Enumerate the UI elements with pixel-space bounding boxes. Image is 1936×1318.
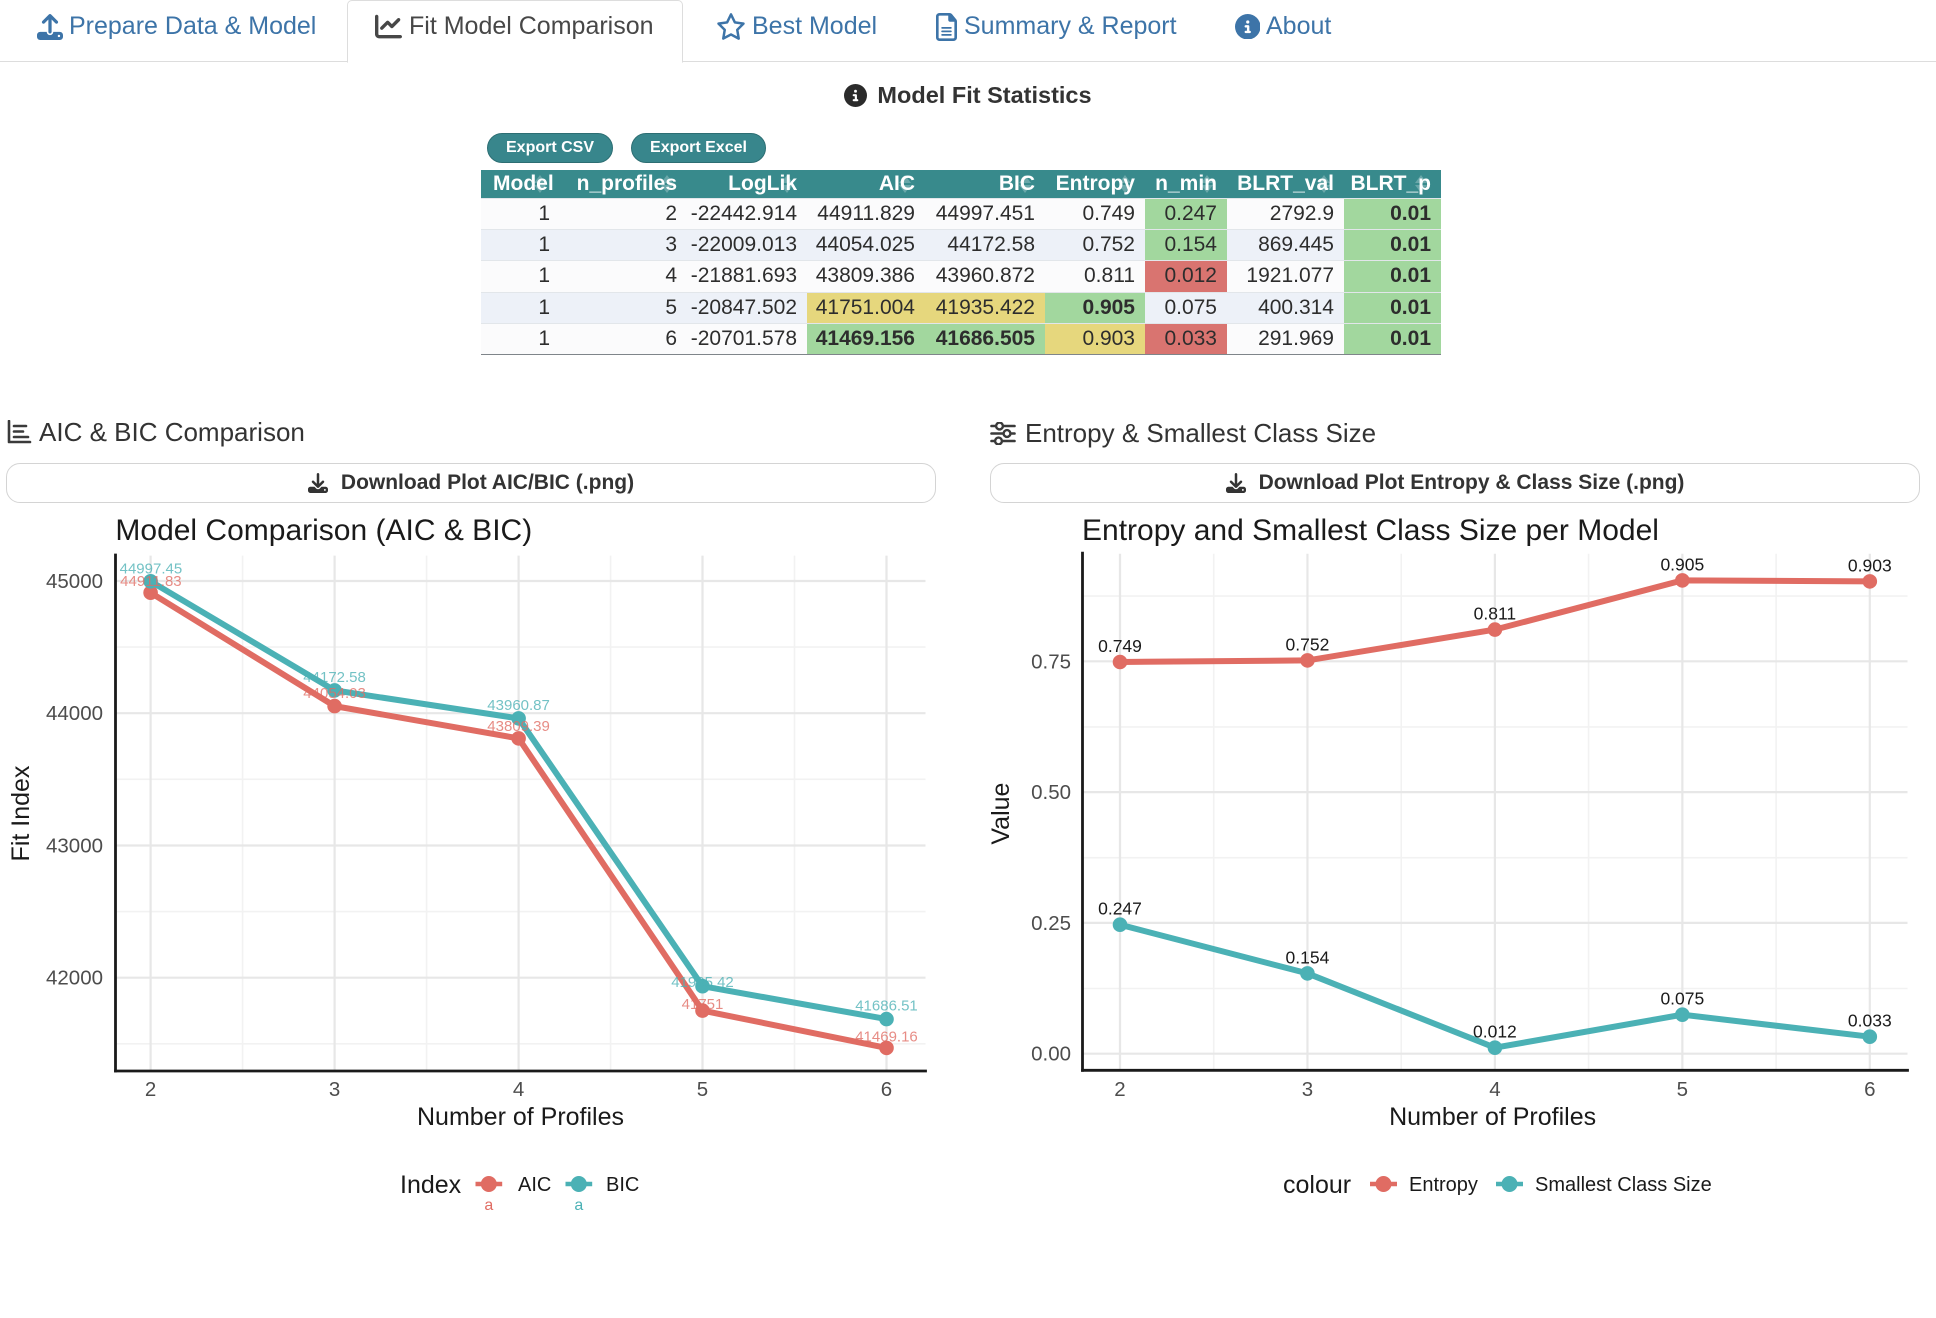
svg-text:BIC: BIC xyxy=(606,1174,639,1196)
svg-text:44000: 44000 xyxy=(46,702,103,725)
svg-text:0.50: 0.50 xyxy=(1031,781,1071,804)
svg-text:a: a xyxy=(484,1197,493,1214)
svg-text:Index: Index xyxy=(400,1171,462,1199)
svg-text:0.25: 0.25 xyxy=(1031,912,1071,935)
svg-text:0.012: 0.012 xyxy=(1473,1022,1517,1042)
svg-text:0.154: 0.154 xyxy=(1286,947,1330,967)
svg-text:0.00: 0.00 xyxy=(1031,1043,1071,1066)
svg-text:colour: colour xyxy=(1283,1171,1351,1199)
svg-text:5: 5 xyxy=(1677,1078,1688,1101)
svg-text:Number of Profiles: Number of Profiles xyxy=(1389,1103,1596,1131)
svg-text:41686.51: 41686.51 xyxy=(855,998,918,1015)
svg-text:44997.45: 44997.45 xyxy=(120,561,183,578)
svg-text:a: a xyxy=(574,1197,583,1214)
svg-text:41751: 41751 xyxy=(682,996,724,1013)
svg-text:43960.87: 43960.87 xyxy=(487,697,550,714)
svg-text:Entropy and Smallest Class Siz: Entropy and Smallest Class Size per Mode… xyxy=(1082,514,1659,547)
svg-text:6: 6 xyxy=(1864,1078,1875,1101)
svg-text:Fit Index: Fit Index xyxy=(7,765,35,861)
svg-text:0.811: 0.811 xyxy=(1474,604,1517,624)
svg-text:6: 6 xyxy=(881,1078,892,1101)
svg-text:44911.83: 44911.83 xyxy=(120,573,181,590)
svg-text:41935.42: 41935.42 xyxy=(671,974,734,991)
svg-text:Smallest Class Size: Smallest Class Size xyxy=(1535,1174,1712,1196)
svg-text:0.905: 0.905 xyxy=(1660,554,1704,574)
svg-text:3: 3 xyxy=(1302,1078,1313,1101)
svg-text:4: 4 xyxy=(513,1078,524,1101)
svg-text:2: 2 xyxy=(145,1078,156,1101)
svg-text:AIC: AIC xyxy=(518,1174,551,1196)
svg-text:44172.58: 44172.58 xyxy=(303,669,366,686)
svg-text:Entropy: Entropy xyxy=(1409,1174,1478,1196)
svg-text:Value: Value xyxy=(987,783,1015,845)
svg-text:3: 3 xyxy=(329,1078,340,1101)
svg-text:Model Comparison (AIC & BIC): Model Comparison (AIC & BIC) xyxy=(115,514,532,547)
svg-text:5: 5 xyxy=(697,1078,708,1101)
svg-text:43000: 43000 xyxy=(46,835,103,858)
svg-text:44054.03: 44054.03 xyxy=(303,685,366,702)
svg-text:42000: 42000 xyxy=(46,967,103,990)
svg-text:0.752: 0.752 xyxy=(1286,634,1330,654)
svg-text:0.033: 0.033 xyxy=(1848,1011,1892,1031)
svg-text:0.903: 0.903 xyxy=(1848,555,1892,575)
svg-text:0.749: 0.749 xyxy=(1098,636,1142,656)
svg-text:0.075: 0.075 xyxy=(1660,989,1704,1009)
svg-text:41469.16: 41469.16 xyxy=(855,1028,918,1045)
svg-text:2: 2 xyxy=(1114,1078,1125,1101)
svg-text:43809.39: 43809.39 xyxy=(487,718,550,735)
svg-text:45000: 45000 xyxy=(46,570,103,593)
svg-text:0.75: 0.75 xyxy=(1031,650,1071,673)
svg-text:4: 4 xyxy=(1489,1078,1500,1101)
svg-text:Number of Profiles: Number of Profiles xyxy=(417,1103,624,1131)
svg-text:0.247: 0.247 xyxy=(1098,899,1142,919)
